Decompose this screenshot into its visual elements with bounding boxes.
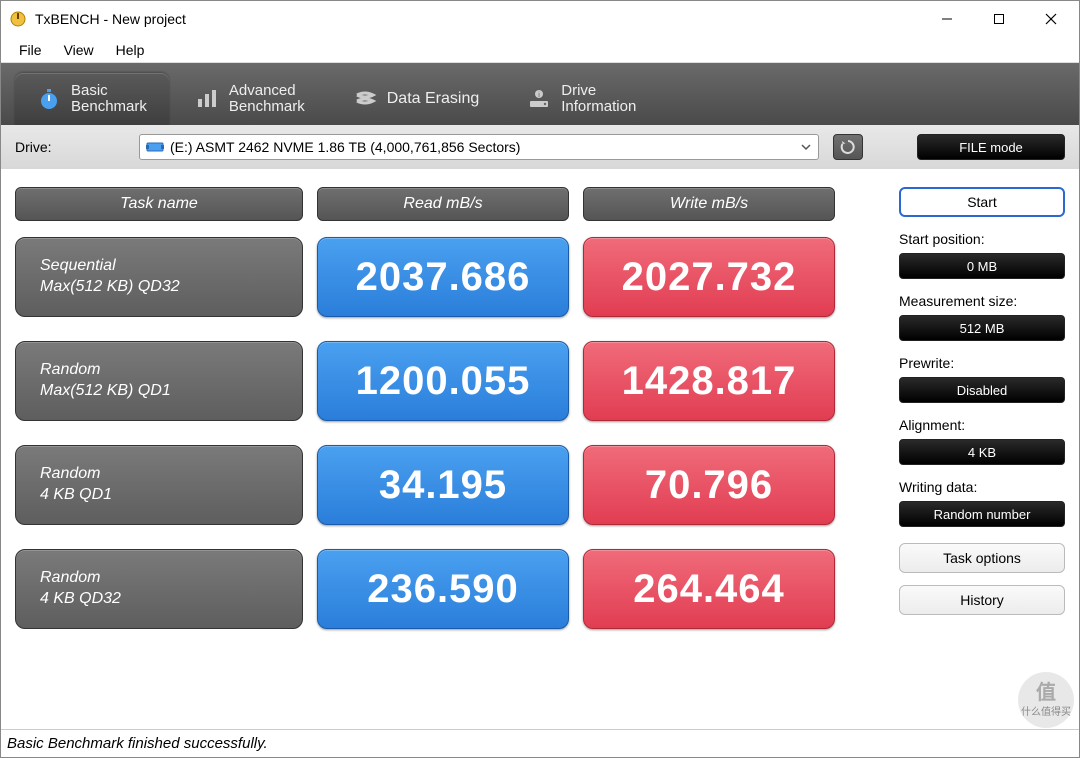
msize-label: Measurement size: xyxy=(899,293,1065,309)
refresh-button[interactable] xyxy=(833,134,863,160)
results-header: Task name Read mB/s Write mB/s xyxy=(15,187,881,221)
app-window: TxBENCH - New project File View Help Bas… xyxy=(0,0,1080,758)
maximize-button[interactable] xyxy=(973,1,1025,37)
result-row: SequentialMax(512 KB) QD322037.6862027.7… xyxy=(15,237,881,317)
drive-row: Drive: (E:) ASMT 2462 NVME 1.86 TB (4,00… xyxy=(1,125,1079,169)
tab-drive-information[interactable]: i DriveInformation xyxy=(505,73,658,125)
read-value: 236.590 xyxy=(317,549,569,629)
startpos-label: Start position: xyxy=(899,231,1065,247)
history-button[interactable]: History xyxy=(899,585,1065,615)
statusbar: Basic Benchmark finished successfully. xyxy=(1,729,1079,757)
tab-label: Benchmark xyxy=(229,99,305,116)
result-row: Random4 KB QD32236.590264.464 xyxy=(15,549,881,629)
sidebar: Start Start position: 0 MB Measurement s… xyxy=(899,187,1065,729)
menu-help[interactable]: Help xyxy=(106,40,155,60)
task-options-button[interactable]: Task options xyxy=(899,543,1065,573)
tab-label: Advanced xyxy=(229,83,305,100)
disk-icon xyxy=(146,140,164,154)
drive-info-icon: i xyxy=(527,87,551,111)
write-value: 2027.732 xyxy=(583,237,835,317)
tab-label: Benchmark xyxy=(71,99,147,116)
task-name-line2: 4 KB QD1 xyxy=(40,485,278,506)
result-row: RandomMax(512 KB) QD11200.0551428.817 xyxy=(15,341,881,421)
tab-data-erasing[interactable]: Data Erasing xyxy=(331,73,502,125)
header-read: Read mB/s xyxy=(317,187,569,221)
tab-strip: BasicBenchmark AdvancedBenchmark Data Er… xyxy=(1,63,1079,125)
window-title: TxBENCH - New project xyxy=(35,11,921,27)
app-icon xyxy=(9,10,27,28)
status-text: Basic Benchmark finished successfully. xyxy=(7,735,268,752)
wdata-value: Random number xyxy=(899,501,1065,527)
erase-icon xyxy=(353,87,377,111)
task-cell: RandomMax(512 KB) QD1 xyxy=(15,341,303,421)
tab-basic-benchmark[interactable]: BasicBenchmark xyxy=(15,73,169,125)
task-name-line2: Max(512 KB) QD1 xyxy=(40,381,278,402)
refresh-icon xyxy=(840,139,856,155)
task-cell: Random4 KB QD1 xyxy=(15,445,303,525)
watermark: 值 什么值得买 xyxy=(1018,672,1074,728)
drive-label: Drive: xyxy=(15,139,125,155)
write-value: 264.464 xyxy=(583,549,835,629)
task-name-line1: Random xyxy=(40,568,278,589)
header-write: Write mB/s xyxy=(583,187,835,221)
titlebar: TxBENCH - New project xyxy=(1,1,1079,37)
start-button[interactable]: Start xyxy=(899,187,1065,217)
read-value: 2037.686 xyxy=(317,237,569,317)
msize-value: 512 MB xyxy=(899,315,1065,341)
align-value: 4 KB xyxy=(899,439,1065,465)
menu-view[interactable]: View xyxy=(54,40,104,60)
read-value: 1200.055 xyxy=(317,341,569,421)
menubar: File View Help xyxy=(1,37,1079,63)
startpos-value: 0 MB xyxy=(899,253,1065,279)
close-button[interactable] xyxy=(1025,1,1077,37)
header-task: Task name xyxy=(15,187,303,221)
tab-label: Data Erasing xyxy=(387,90,480,108)
write-value: 1428.817 xyxy=(583,341,835,421)
prewrite-label: Prewrite: xyxy=(899,355,1065,371)
drive-select[interactable]: (E:) ASMT 2462 NVME 1.86 TB (4,000,761,8… xyxy=(139,134,819,160)
prewrite-value: Disabled xyxy=(899,377,1065,403)
task-cell: SequentialMax(512 KB) QD32 xyxy=(15,237,303,317)
result-row: Random4 KB QD134.19570.796 xyxy=(15,445,881,525)
tab-label: Information xyxy=(561,99,636,116)
content-area: Task name Read mB/s Write mB/s Sequentia… xyxy=(1,169,1079,729)
task-name-line1: Random xyxy=(40,464,278,485)
chevron-down-icon xyxy=(800,141,812,153)
stopwatch-icon xyxy=(37,87,61,111)
write-value: 70.796 xyxy=(583,445,835,525)
wdata-label: Writing data: xyxy=(899,479,1065,495)
tab-label: Drive xyxy=(561,83,636,100)
file-mode-button[interactable]: FILE mode xyxy=(917,134,1065,160)
task-name-line2: 4 KB QD32 xyxy=(40,589,278,610)
bars-icon xyxy=(195,87,219,111)
results-panel: Task name Read mB/s Write mB/s Sequentia… xyxy=(15,187,881,729)
task-cell: Random4 KB QD32 xyxy=(15,549,303,629)
drive-value: (E:) ASMT 2462 NVME 1.86 TB (4,000,761,8… xyxy=(170,139,520,155)
window-controls xyxy=(921,1,1077,37)
read-value: 34.195 xyxy=(317,445,569,525)
task-name-line2: Max(512 KB) QD32 xyxy=(40,277,278,298)
menu-file[interactable]: File xyxy=(9,40,52,60)
minimize-button[interactable] xyxy=(921,1,973,37)
align-label: Alignment: xyxy=(899,417,1065,433)
tab-label: Basic xyxy=(71,83,147,100)
task-name-line1: Random xyxy=(40,360,278,381)
task-name-line1: Sequential xyxy=(40,256,278,277)
tab-advanced-benchmark[interactable]: AdvancedBenchmark xyxy=(173,73,327,125)
